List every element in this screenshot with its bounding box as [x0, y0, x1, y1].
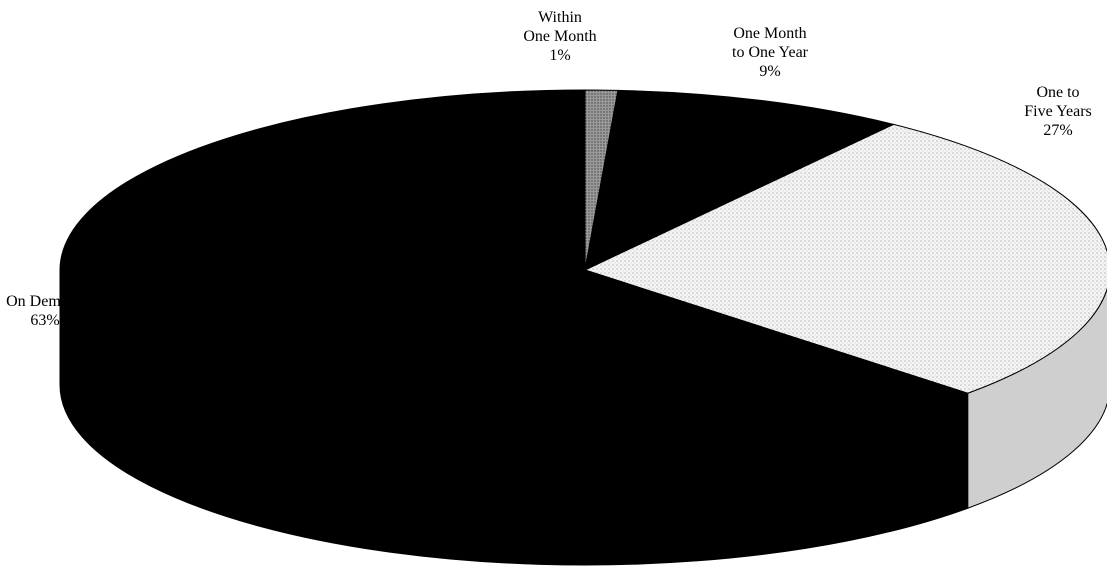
pie-label-3: On Demand 63% — [6, 293, 84, 329]
pie-label-2: One to Five Years 27% — [1024, 84, 1092, 139]
pie-slices — [59, 89, 1107, 451]
pie-label-percent-1: 9% — [759, 63, 780, 80]
pie-label-text-3: On Demand — [6, 293, 84, 310]
pie-label-percent-0: 1% — [549, 47, 570, 64]
pie-slice-1 — [584, 89, 896, 271]
pie-label-percent-2: 27% — [1043, 122, 1072, 139]
pie-slice-3 — [59, 89, 970, 451]
pie-label-text-2: Five Years — [1024, 103, 1092, 120]
pie-label-text-1: to One Year — [732, 44, 809, 61]
pie-label-0: Within One Month 1% — [523, 9, 596, 64]
pie-label-text-1: One Month — [733, 25, 806, 42]
pie-label-text-0: One Month — [523, 28, 596, 45]
pie-label-1: One Month to One Year 9% — [732, 25, 809, 80]
pie-label-text-2: One to — [1036, 84, 1079, 101]
pie-slice-2 — [583, 123, 1107, 394]
pie-label-percent-3: 63% — [30, 312, 59, 329]
pie-label-text-0: Within — [538, 9, 582, 26]
